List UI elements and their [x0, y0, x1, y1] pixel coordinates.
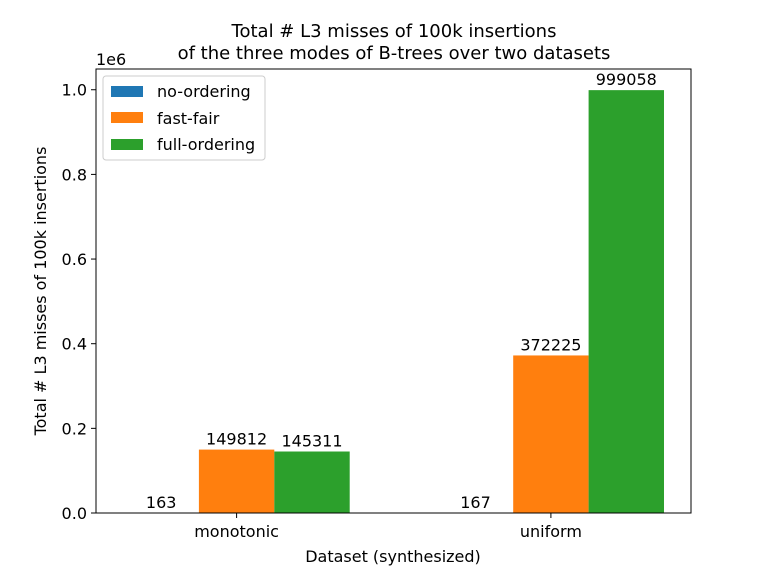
bar-value-label: 145311: [281, 432, 342, 451]
legend-label-full-ordering: full-ordering: [157, 135, 255, 154]
legend-swatch-fast-fair: [111, 112, 143, 123]
y-tick-label: 0.6: [62, 250, 87, 269]
x-tick-label: monotonic: [194, 522, 279, 541]
bar-value-label: 149812: [206, 430, 267, 449]
y-tick-label: 1.0: [62, 81, 87, 100]
bars-group: [123, 90, 664, 513]
bar-fast-fair-uniform: [513, 355, 589, 513]
bar-value-label: 999058: [596, 70, 657, 89]
legend-swatch-no-ordering: [111, 86, 143, 97]
x-axis-label: Dataset (synthesized): [305, 547, 481, 566]
bar-value-label: 163: [146, 493, 177, 512]
legend: no-ordering fast-fair full-ordering: [102, 75, 266, 161]
bar-fast-fair-monotonic: [198, 449, 275, 513]
y-tick-label: 0.4: [62, 335, 87, 354]
bar-labels-group: 163 167 149812 372225 145311 999058: [146, 70, 657, 512]
bar-full-ordering-monotonic: [274, 451, 350, 513]
y-axis: 0.0 0.2 0.4 0.6 0.8 1.0: [62, 81, 96, 523]
y-offset-label: 1e6: [96, 50, 126, 69]
bar-value-label: 372225: [520, 335, 581, 354]
chart-title-line-2: of the three modes of B-trees over two d…: [178, 43, 611, 64]
chart-title-line-1: Total # L3 misses of 100k insertions: [231, 21, 557, 42]
x-axis: monotonic uniform: [194, 513, 582, 541]
x-tick-label: uniform: [520, 522, 582, 541]
plot-frame: [95, 68, 692, 514]
y-tick-label: 0.2: [62, 419, 87, 438]
legend-swatch-full-ordering: [111, 139, 143, 150]
y-tick-label: 0.8: [62, 165, 87, 184]
legend-box: [102, 75, 266, 161]
bar-value-label: 167: [460, 493, 491, 512]
legend-label-no-ordering: no-ordering: [157, 82, 251, 101]
legend-label-fast-fair: fast-fair: [157, 109, 220, 128]
y-axis-label: Total # L3 misses of 100k insertions: [31, 147, 50, 437]
y-tick-label: 0.0: [62, 504, 87, 523]
bar-full-ordering-uniform: [588, 90, 664, 513]
